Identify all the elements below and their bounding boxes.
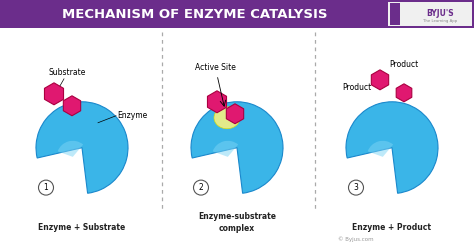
Text: 2: 2 [199,183,203,192]
Polygon shape [208,91,227,113]
Wedge shape [36,102,128,193]
Circle shape [348,180,364,195]
Text: Enzyme-substrate
complex: Enzyme-substrate complex [198,212,276,233]
Bar [390,3,400,25]
Ellipse shape [214,107,240,129]
Wedge shape [346,102,438,193]
Bar [388,2,472,26]
Text: 3: 3 [354,183,358,192]
Bar [0,0,474,28]
Circle shape [193,180,209,195]
Text: Product: Product [389,60,419,69]
Polygon shape [396,84,412,102]
Polygon shape [371,70,389,90]
Text: Substrate: Substrate [48,68,86,77]
Circle shape [38,180,54,195]
Wedge shape [58,141,83,157]
Text: Active Site: Active Site [194,63,236,72]
Wedge shape [191,102,283,193]
Text: BYJU'S: BYJU'S [426,9,454,18]
Wedge shape [213,141,238,157]
Polygon shape [64,96,81,116]
Wedge shape [368,141,393,157]
Text: Enzyme + Product: Enzyme + Product [353,223,431,232]
Text: The Learning App: The Learning App [423,19,457,23]
Text: © Byjus.com: © Byjus.com [338,237,374,242]
Text: Enzyme: Enzyme [117,111,147,120]
Text: MECHANISM OF ENZYME CATALYSIS: MECHANISM OF ENZYME CATALYSIS [62,9,328,21]
Text: Product: Product [342,83,372,92]
Polygon shape [227,104,244,124]
Text: Enzyme + Substrate: Enzyme + Substrate [38,223,126,232]
Polygon shape [45,83,64,105]
Text: 1: 1 [44,183,48,192]
